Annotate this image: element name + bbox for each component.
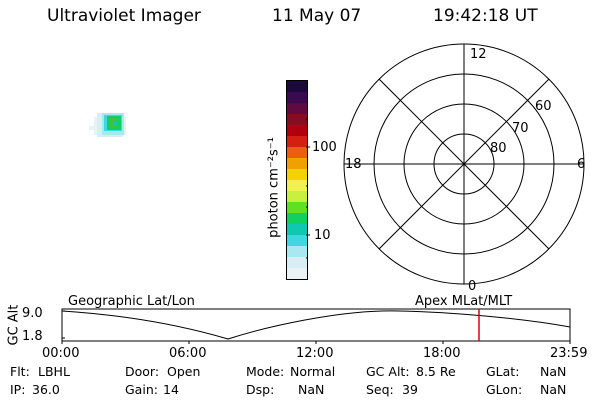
colorbar-band	[287, 257, 307, 268]
orbit-x-tick: 18:00	[423, 346, 461, 361]
colorbar-band	[287, 81, 307, 92]
orbit-x-tick: 06:00	[169, 346, 207, 361]
glat-label: GLat:	[486, 364, 520, 379]
aurora-blob	[89, 113, 126, 137]
orbit-x-tick: 23:59	[550, 346, 588, 361]
orbit-y-bottom: 1.8	[22, 329, 43, 344]
colorbar-band	[287, 180, 307, 191]
colorbar-band	[287, 125, 307, 136]
door-label: Door:	[125, 364, 160, 379]
colorbar-band	[287, 246, 307, 257]
colorbar-band	[287, 158, 307, 169]
colorbar-tick-10: 10	[314, 228, 331, 243]
mode-label: Mode:	[246, 364, 285, 379]
colorbar-band	[287, 147, 307, 158]
colorbar-band	[287, 268, 307, 279]
colorbar	[286, 80, 308, 280]
colorbar-band	[287, 224, 307, 235]
mode-value: Normal	[290, 364, 336, 379]
orbit-x-tick: 00:00	[42, 346, 80, 361]
lat-80-label: 80	[490, 141, 507, 156]
apex-label: Apex MLat/MLT	[415, 294, 513, 309]
colorbar-band	[287, 114, 307, 125]
colorbar-band	[287, 92, 307, 103]
colorbar-band	[287, 169, 307, 180]
lat-70-label: 70	[512, 121, 529, 136]
gcalt-label: GC Alt:	[366, 364, 410, 379]
geographic-label: Geographic Lat/Lon	[68, 294, 195, 309]
lat-60-label: 60	[535, 99, 552, 114]
mlt-12-label: 12	[470, 47, 487, 62]
mlt-0-label: 0	[468, 279, 476, 294]
colorbar-band	[287, 202, 307, 213]
filter-value: LBHL	[38, 364, 70, 379]
glon-label: GLon:	[486, 382, 523, 397]
glat-value: NaN	[540, 364, 567, 379]
colorbar-band	[287, 103, 307, 114]
date-label: 11 May 07	[272, 6, 362, 26]
mlt-18-label: 18	[345, 157, 362, 172]
colorbar-band	[287, 136, 307, 147]
colorbar-band	[287, 191, 307, 202]
filter-label: Flt:	[10, 364, 30, 379]
orbit-y-top: 9.0	[22, 306, 43, 321]
dsp-label: Dsp:	[246, 382, 275, 397]
colorbar-band	[287, 235, 307, 246]
gcalt-value: 8.5 Re	[416, 364, 456, 379]
gain-label: Gain:	[125, 382, 158, 397]
glon-value: NaN	[540, 382, 567, 397]
instrument-title: Ultraviolet Imager	[47, 6, 201, 26]
ip-label: IP:	[10, 382, 26, 397]
ip-value: 36.0	[32, 382, 60, 397]
seq-label: Seq:	[366, 382, 394, 397]
colorbar-tick-100: 100	[312, 140, 337, 155]
seq-value: 39	[402, 382, 418, 397]
time-label: 19:42:18 UT	[433, 6, 538, 26]
mlt-6-label: 6	[577, 157, 585, 172]
orbit-x-tick: 12:00	[296, 346, 334, 361]
gain-value: 14	[163, 382, 179, 397]
colorbar-band	[287, 213, 307, 224]
door-value: Open	[167, 364, 201, 379]
dsp-value: NaN	[298, 382, 325, 397]
